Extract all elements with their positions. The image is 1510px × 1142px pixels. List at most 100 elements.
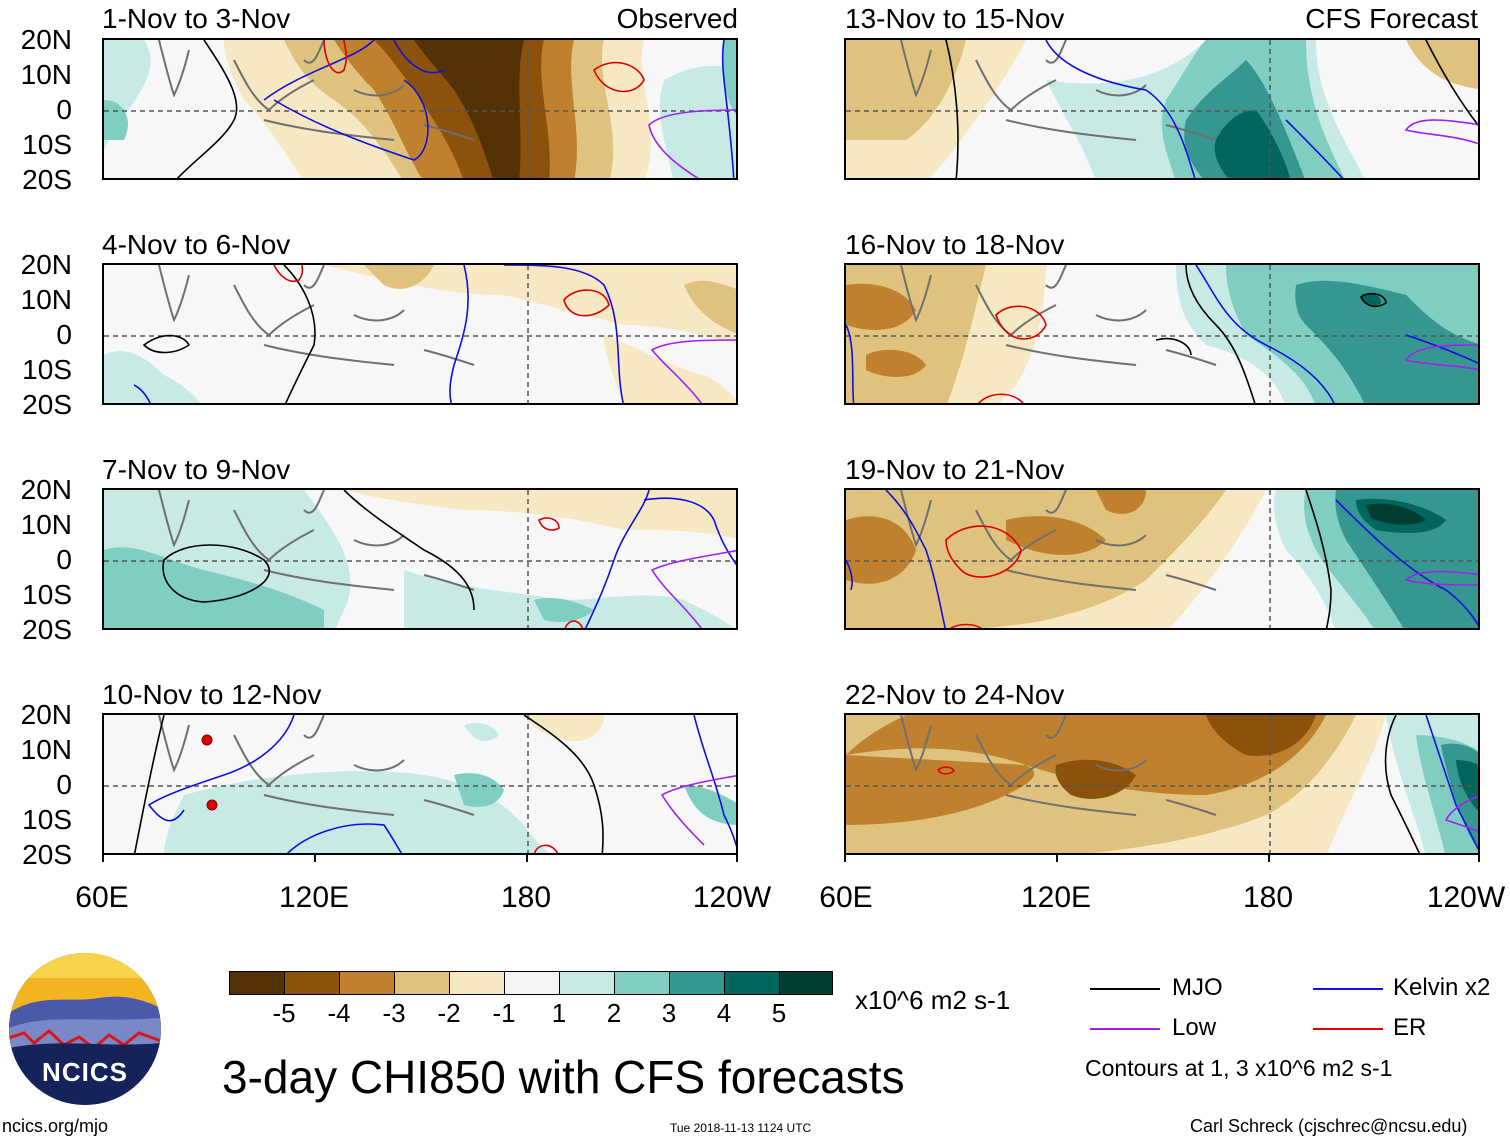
colorbar-label: 5 [771, 998, 787, 1028]
anomaly-shading [722, 40, 736, 115]
colorbar-label: -2 [437, 998, 461, 1028]
anomaly-shading [404, 570, 735, 628]
colorbar-swatch [669, 971, 725, 995]
map-panel-observed-3 [102, 488, 738, 630]
colorbar-label: 1 [551, 998, 567, 1028]
colorbar-label: 2 [606, 998, 622, 1028]
legend-line-low [1090, 1028, 1160, 1030]
lat-label: 20N [20, 474, 72, 505]
coastline [158, 490, 475, 591]
panel-title: 1-Nov to 3-Nov [102, 3, 291, 34]
coastline [900, 490, 1217, 591]
lat-label: 10S [22, 579, 72, 610]
mjo-contour [1155, 265, 1387, 403]
footer-timestamp: Tue 2018-11-13 1124 UTC [670, 1121, 812, 1135]
anomaly-shading [364, 265, 736, 334]
kelvin-contour [1425, 715, 1478, 851]
panel-title: 4-Nov to 6-Nov [102, 229, 291, 260]
map-panel-forecast-3 [844, 488, 1480, 630]
mjo-contour [945, 40, 1478, 178]
map-panel-forecast-1 [844, 38, 1480, 180]
anomaly-shading [104, 547, 324, 628]
lon-label: 120W [1426, 881, 1506, 914]
lon-label: 180 [1242, 881, 1294, 914]
observed-label: Observed [616, 3, 738, 34]
lat-label: 20N [20, 24, 72, 55]
cyclone-marker [201, 734, 213, 746]
mjo-contour [1305, 490, 1332, 628]
figure-title: 3-day CHI850 with CFS forecasts [222, 1051, 905, 1103]
lat-label: 10N [20, 509, 72, 540]
low-contour [650, 549, 736, 628]
map-panel-forecast-4 [844, 713, 1480, 855]
anomaly-shading [1366, 503, 1426, 525]
er-contour [936, 766, 956, 775]
kelvin-contour [584, 490, 736, 628]
legend-line-kelvin [1313, 988, 1383, 990]
anomaly-shading [524, 715, 604, 742]
colorbar-swatch [724, 971, 780, 995]
coastline [900, 40, 1217, 141]
lon-label: 60E [75, 881, 129, 914]
panel-title: 10-Nov to 12-Nov [102, 679, 322, 710]
lon-tick [1056, 855, 1058, 862]
mjo-contour [133, 715, 604, 853]
footer-url[interactable]: ncics.org/mjo [2, 1116, 109, 1136]
anomaly-shading [534, 598, 594, 622]
map-panel-observed-1 [102, 38, 738, 180]
lon-label: 120E [1020, 881, 1092, 914]
anomaly-shading [846, 283, 926, 377]
anomaly-shading [1055, 715, 1316, 799]
er-contour [273, 265, 610, 317]
lat-label: 20S [22, 839, 72, 870]
colorbar-swatch [339, 971, 395, 995]
lat-label: 10S [22, 804, 72, 835]
low-contour [1404, 570, 1478, 586]
lat-label: 10S [22, 129, 72, 160]
lon-label: 60E [819, 881, 873, 914]
map-panel-observed-4 [102, 713, 738, 855]
lon-label: 120W [692, 881, 772, 914]
anomaly-shading [454, 773, 736, 825]
er-contour [538, 517, 584, 628]
lat-label: 20S [22, 164, 72, 195]
anomaly-shading [414, 40, 524, 178]
coastline [158, 715, 475, 816]
lon-tick [314, 855, 316, 862]
map-panel-observed-2 [102, 263, 738, 405]
panel-title: 22-Nov to 24-Nov [845, 679, 1065, 710]
mjo-contour [1384, 715, 1421, 853]
low-contour [1444, 795, 1478, 833]
lon-label: 180 [500, 881, 552, 914]
colorbar-label: 4 [716, 998, 732, 1028]
panel-title: 13-Nov to 15-Nov [845, 3, 1065, 34]
lon-label: 120E [278, 881, 350, 914]
colorbar-swatch [284, 971, 340, 995]
kelvin-contour [846, 265, 1478, 403]
legend-label: Low [1172, 1014, 1217, 1041]
coastline [900, 715, 1217, 816]
legend-label: ER [1393, 1014, 1427, 1041]
anomaly-shading [1214, 110, 1290, 178]
coastline [158, 40, 475, 141]
lat-label: 10N [20, 59, 72, 90]
panel-title: 7-Nov to 9-Nov [102, 454, 291, 485]
lon-tick [526, 855, 528, 862]
legend-label: MJO [1172, 974, 1223, 1001]
kelvin-contour [133, 265, 625, 403]
low-contour [648, 109, 736, 178]
lon-tick [736, 855, 738, 862]
colorbar-swatch [614, 971, 670, 995]
colorbar-units: x10^6 m2 s-1 [855, 985, 1011, 1015]
lat-label: 20S [22, 389, 72, 420]
lat-label: 10N [20, 284, 72, 315]
low-contour [1404, 344, 1478, 371]
kelvin-contour [147, 715, 736, 853]
lat-label: 20N [20, 249, 72, 280]
kelvin-contour [1045, 40, 1344, 178]
lat-label: 0 [56, 319, 72, 350]
kelvin-contour [263, 40, 735, 178]
colorbar-label: -5 [272, 998, 296, 1028]
mjo-contour [162, 490, 475, 611]
low-contour [1404, 119, 1478, 145]
